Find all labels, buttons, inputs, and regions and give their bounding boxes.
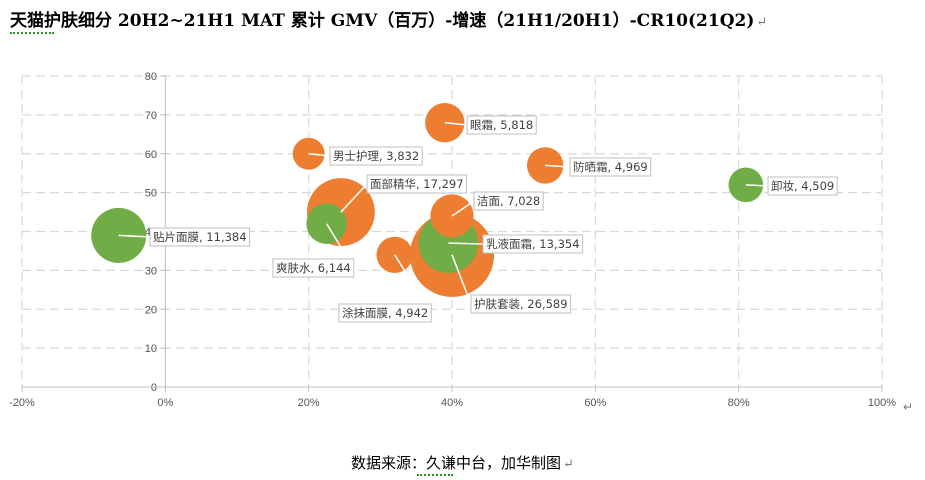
chart-title: 天猫护肤细分 20H2~21H1 MAT 累计 GMV（百万）-增速（21H1/…	[10, 6, 767, 31]
bubble-涂抹面膜	[376, 236, 413, 273]
data-label: 面部精华, 17,297	[340, 174, 468, 213]
leader-line	[394, 254, 432, 314]
y-tick-label: 70	[145, 110, 157, 122]
x-tick-label: 20%	[298, 397, 320, 409]
leader-line	[308, 153, 331, 157]
data-label-text: 乳液面霜, 13,354	[486, 237, 580, 251]
data-label-text: 眼霜, 5,818	[470, 118, 533, 132]
data-label-text: 洁面, 7,028	[477, 194, 540, 208]
data-label-box	[473, 191, 544, 211]
data-labels: 眼霜, 5,818 男士护理, 3,832 防晒霜, 4,969 卸妆, 4,509 护…	[118, 115, 838, 323]
source-text: 数据来源：久谦中台，加华制图	[351, 454, 562, 472]
data-label: 护肤套装, 26,589	[451, 254, 572, 314]
data-label-text: 男士护理, 3,832	[333, 149, 419, 163]
y-tick-label: 10	[145, 343, 157, 355]
data-label: 防晒霜, 4,969	[545, 157, 652, 177]
data-label: 男士护理, 3,832	[308, 146, 423, 166]
data-label-box	[569, 157, 652, 177]
data-label-box	[338, 303, 432, 323]
data-label: 眼霜, 5,818	[444, 115, 537, 135]
data-label-box	[482, 234, 584, 254]
data-label: 涂抹面膜, 4,942	[338, 254, 432, 323]
y-tick-label: 80	[145, 71, 157, 83]
data-label-box	[149, 227, 251, 247]
paragraph-mark-icon: ↵	[756, 15, 768, 30]
leader-line	[451, 200, 475, 217]
y-tick-label: 50	[145, 188, 157, 200]
source-note: 数据来源：久谦中台，加华制图 ↵	[0, 452, 925, 473]
leader-line	[451, 254, 472, 305]
y-tick-label: 30	[145, 265, 157, 277]
bubble-贴片面膜	[91, 207, 147, 263]
bubbles	[91, 102, 764, 297]
data-label: 洁面, 7,028	[451, 191, 544, 217]
data-label-box	[366, 174, 468, 194]
data-label-box	[466, 115, 537, 135]
bubble-chart: 01020304050607080-20%0%20%40%60%80%100% …	[9, 71, 896, 409]
y-tick-label: 60	[145, 149, 157, 161]
chart-title-text: 天猫护肤细分 20H2~21H1 MAT 累计 GMV（百万）-增速（21H1/…	[10, 11, 755, 31]
data-label-text: 贴片面膜, 11,384	[153, 230, 247, 244]
leader-line	[340, 183, 368, 213]
leader-line	[444, 121, 468, 126]
x-tick-label: 40%	[441, 397, 463, 409]
data-label-text: 爽肤水, 6,144	[276, 261, 351, 275]
data-label-text: 面部精华, 17,297	[370, 177, 464, 191]
data-label-text: 防晒霜, 4,969	[573, 160, 648, 174]
leader-line	[545, 164, 571, 168]
data-label-box	[470, 294, 572, 314]
data-label: 乳液面霜, 13,354	[448, 234, 584, 254]
axes: 01020304050607080-20%0%20%40%60%80%100%	[9, 71, 896, 409]
data-label: 贴片面膜, 11,384	[118, 227, 251, 247]
data-label-text: 涂抹面膜, 4,942	[342, 306, 428, 320]
x-tick-label: -20%	[9, 397, 35, 409]
spellcheck-underline	[417, 472, 453, 476]
data-label-text: 护肤套装, 26,589	[474, 297, 568, 311]
data-label-box	[767, 176, 838, 196]
paragraph-mark-icon: ↵	[903, 400, 914, 414]
x-tick-label: 80%	[728, 397, 750, 409]
data-label: 卸妆, 4,509	[745, 176, 838, 196]
data-label-box	[329, 146, 423, 166]
x-tick-label: 60%	[584, 397, 606, 409]
y-tick-label: 0	[151, 382, 157, 394]
paragraph-mark-icon: ↵	[563, 457, 574, 472]
x-tick-label: 0%	[157, 397, 173, 409]
spellcheck-underline	[10, 30, 54, 34]
data-label: 爽肤水, 6,144	[272, 223, 355, 278]
data-label-text: 卸妆, 4,509	[771, 179, 834, 193]
bubble-洁面	[430, 194, 474, 238]
leader-line	[745, 184, 769, 187]
data-label-box	[272, 258, 355, 278]
x-tick-label: 100%	[868, 397, 896, 409]
leader-line	[448, 242, 484, 245]
leader-line	[118, 234, 151, 238]
y-tick-label: 20	[145, 304, 157, 316]
